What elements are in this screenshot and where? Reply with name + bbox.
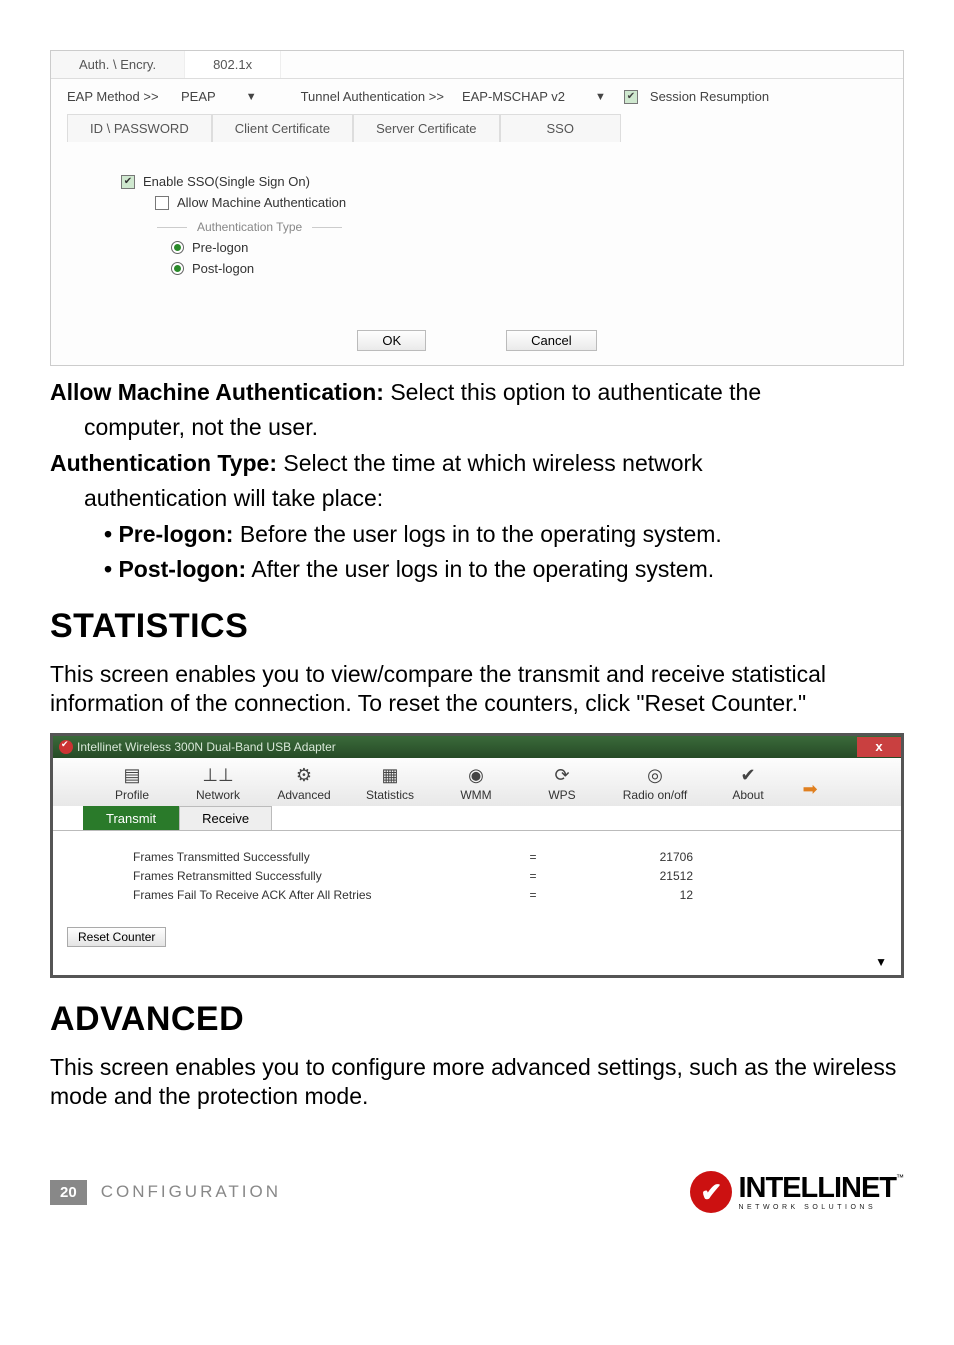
doc-line: • Post-logon: After the user logs in to … — [50, 555, 904, 584]
auth-type-fieldset: Authentication Type — [157, 220, 853, 234]
eap-method-label: EAP Method >> — [67, 89, 163, 104]
auth-type-label: Authentication Type — [197, 220, 302, 234]
statistics-heading: STATISTICS — [50, 607, 904, 646]
post-logon-radio[interactable] — [171, 262, 184, 275]
doc-line: Allow Machine Authentication: Select thi… — [50, 378, 904, 407]
dialog-tabs: Auth. \ Encry. 802.1x — [51, 51, 903, 79]
arrow-right-icon: ➡ — [796, 778, 824, 802]
radio-icon: ◎ — [641, 764, 669, 788]
sso-dialog: Auth. \ Encry. 802.1x EAP Method >> PEAP… — [50, 50, 904, 366]
subtab-server-cert[interactable]: Server Certificate — [353, 114, 499, 142]
stat-row: Frames Fail To Receive ACK After All Ret… — [133, 888, 871, 902]
subtab-id-password[interactable]: ID \ PASSWORD — [67, 114, 212, 142]
subtab-client-cert[interactable]: Client Certificate — [212, 114, 353, 142]
wps-icon: ⟳ — [548, 764, 576, 788]
titlebar: Intellinet Wireless 300N Dual-Band USB A… — [53, 736, 901, 758]
tab-8021x[interactable]: 802.1x — [185, 51, 281, 78]
stat-tabs: Transmit Receive — [53, 806, 901, 830]
tunnel-auth-label: Tunnel Authentication >> — [301, 89, 444, 104]
about-icon: ✔ — [734, 764, 762, 788]
pre-logon-label: Pre-logon — [192, 240, 248, 255]
post-logon-label: Post-logon — [192, 261, 254, 276]
session-resumption-checkbox[interactable]: ✔ — [624, 90, 638, 104]
profile-icon: ▤ — [118, 764, 146, 788]
sso-panel: ✔ Enable SSO(Single Sign On) Allow Machi… — [111, 156, 863, 300]
tool-statistics[interactable]: ▦Statistics — [351, 764, 429, 802]
tool-advanced[interactable]: ⚙Advanced — [265, 764, 343, 802]
tool-radio[interactable]: ◎Radio on/off — [609, 764, 701, 802]
subtabs: ID \ PASSWORD Client Certificate Server … — [51, 114, 903, 142]
eap-method-dropdown[interactable]: PEAP ▼ — [175, 87, 263, 106]
eap-method-value: PEAP — [181, 89, 216, 104]
doc-line: Authentication Type: Select the time at … — [50, 449, 904, 478]
doc-line: authentication will take place: — [50, 484, 904, 513]
tool-wmm[interactable]: ◉WMM — [437, 764, 515, 802]
window-title: Intellinet Wireless 300N Dual-Band USB A… — [77, 740, 336, 754]
allow-machine-label: Allow Machine Authentication — [177, 195, 346, 210]
doc-line: • Pre-logon: Before the user logs in to … — [50, 520, 904, 549]
wmm-icon: ◉ — [462, 764, 490, 788]
reset-counter-button[interactable]: Reset Counter — [67, 927, 166, 947]
tunnel-auth-value: EAP-MSCHAP v2 — [462, 89, 565, 104]
pre-logon-radio[interactable] — [171, 241, 184, 254]
footer-section: CONFIGURATION — [101, 1182, 281, 1202]
stat-row: Frames Transmitted Successfully=21706 — [133, 850, 871, 864]
advanced-icon: ⚙ — [290, 764, 318, 788]
network-icon: ⊥⊥ — [204, 764, 232, 788]
tab-transmit[interactable]: Transmit — [83, 806, 179, 830]
ok-button[interactable]: OK — [357, 330, 426, 351]
cancel-button[interactable]: Cancel — [506, 330, 596, 351]
chevron-down-icon: ▼ — [246, 91, 257, 103]
stat-row: Frames Retransmitted Successfully=21512 — [133, 869, 871, 883]
tool-next[interactable]: ➡ — [795, 778, 825, 802]
page-number: 20 — [50, 1180, 87, 1205]
stat-body: Frames Transmitted Successfully=21706 Fr… — [53, 830, 901, 917]
eap-row: EAP Method >> PEAP ▼ Tunnel Authenticati… — [51, 79, 903, 114]
advanced-heading: ADVANCED — [50, 1000, 904, 1039]
enable-sso-checkbox[interactable]: ✔ — [121, 175, 135, 189]
tab-receive[interactable]: Receive — [179, 806, 272, 830]
chevron-down-icon: ▼ — [595, 91, 606, 103]
tab-auth-encry[interactable]: Auth. \ Encry. — [51, 51, 185, 78]
tool-wps[interactable]: ⟳WPS — [523, 764, 601, 802]
dialog-buttons: OK Cancel — [51, 320, 903, 365]
subtab-sso[interactable]: SSO — [500, 114, 621, 142]
app-logo-icon — [59, 740, 73, 754]
doc-line: computer, not the user. — [50, 413, 904, 442]
tool-network[interactable]: ⊥⊥Network — [179, 764, 257, 802]
tunnel-auth-dropdown[interactable]: EAP-MSCHAP v2 ▼ — [456, 87, 612, 106]
session-resumption-label: Session Resumption — [650, 89, 769, 104]
page-footer: 20 CONFIGURATION ✔ INTELLINET™ NETWORK S… — [50, 1171, 904, 1213]
tool-profile[interactable]: ▤Profile — [93, 764, 171, 802]
statistics-para: This screen enables you to view/compare … — [50, 660, 904, 719]
advanced-para: This screen enables you to configure mor… — [50, 1053, 904, 1112]
enable-sso-label: Enable SSO(Single Sign On) — [143, 174, 310, 189]
statistics-icon: ▦ — [376, 764, 404, 788]
toolbar: ▤Profile ⊥⊥Network ⚙Advanced ▦Statistics… — [53, 758, 901, 806]
tool-about[interactable]: ✔About — [709, 764, 787, 802]
expand-arrow[interactable]: ▼ — [53, 955, 901, 975]
allow-machine-checkbox[interactable] — [155, 196, 169, 210]
brand-mark-icon: ✔ — [690, 1171, 732, 1213]
brand-subtitle: NETWORK SOLUTIONS — [738, 1204, 904, 1211]
brand-logo: ✔ INTELLINET™ NETWORK SOLUTIONS — [690, 1171, 904, 1213]
brand-name: INTELLINET — [738, 1172, 896, 1204]
close-button[interactable]: x — [857, 737, 901, 757]
statistics-window: Intellinet Wireless 300N Dual-Band USB A… — [50, 733, 904, 978]
